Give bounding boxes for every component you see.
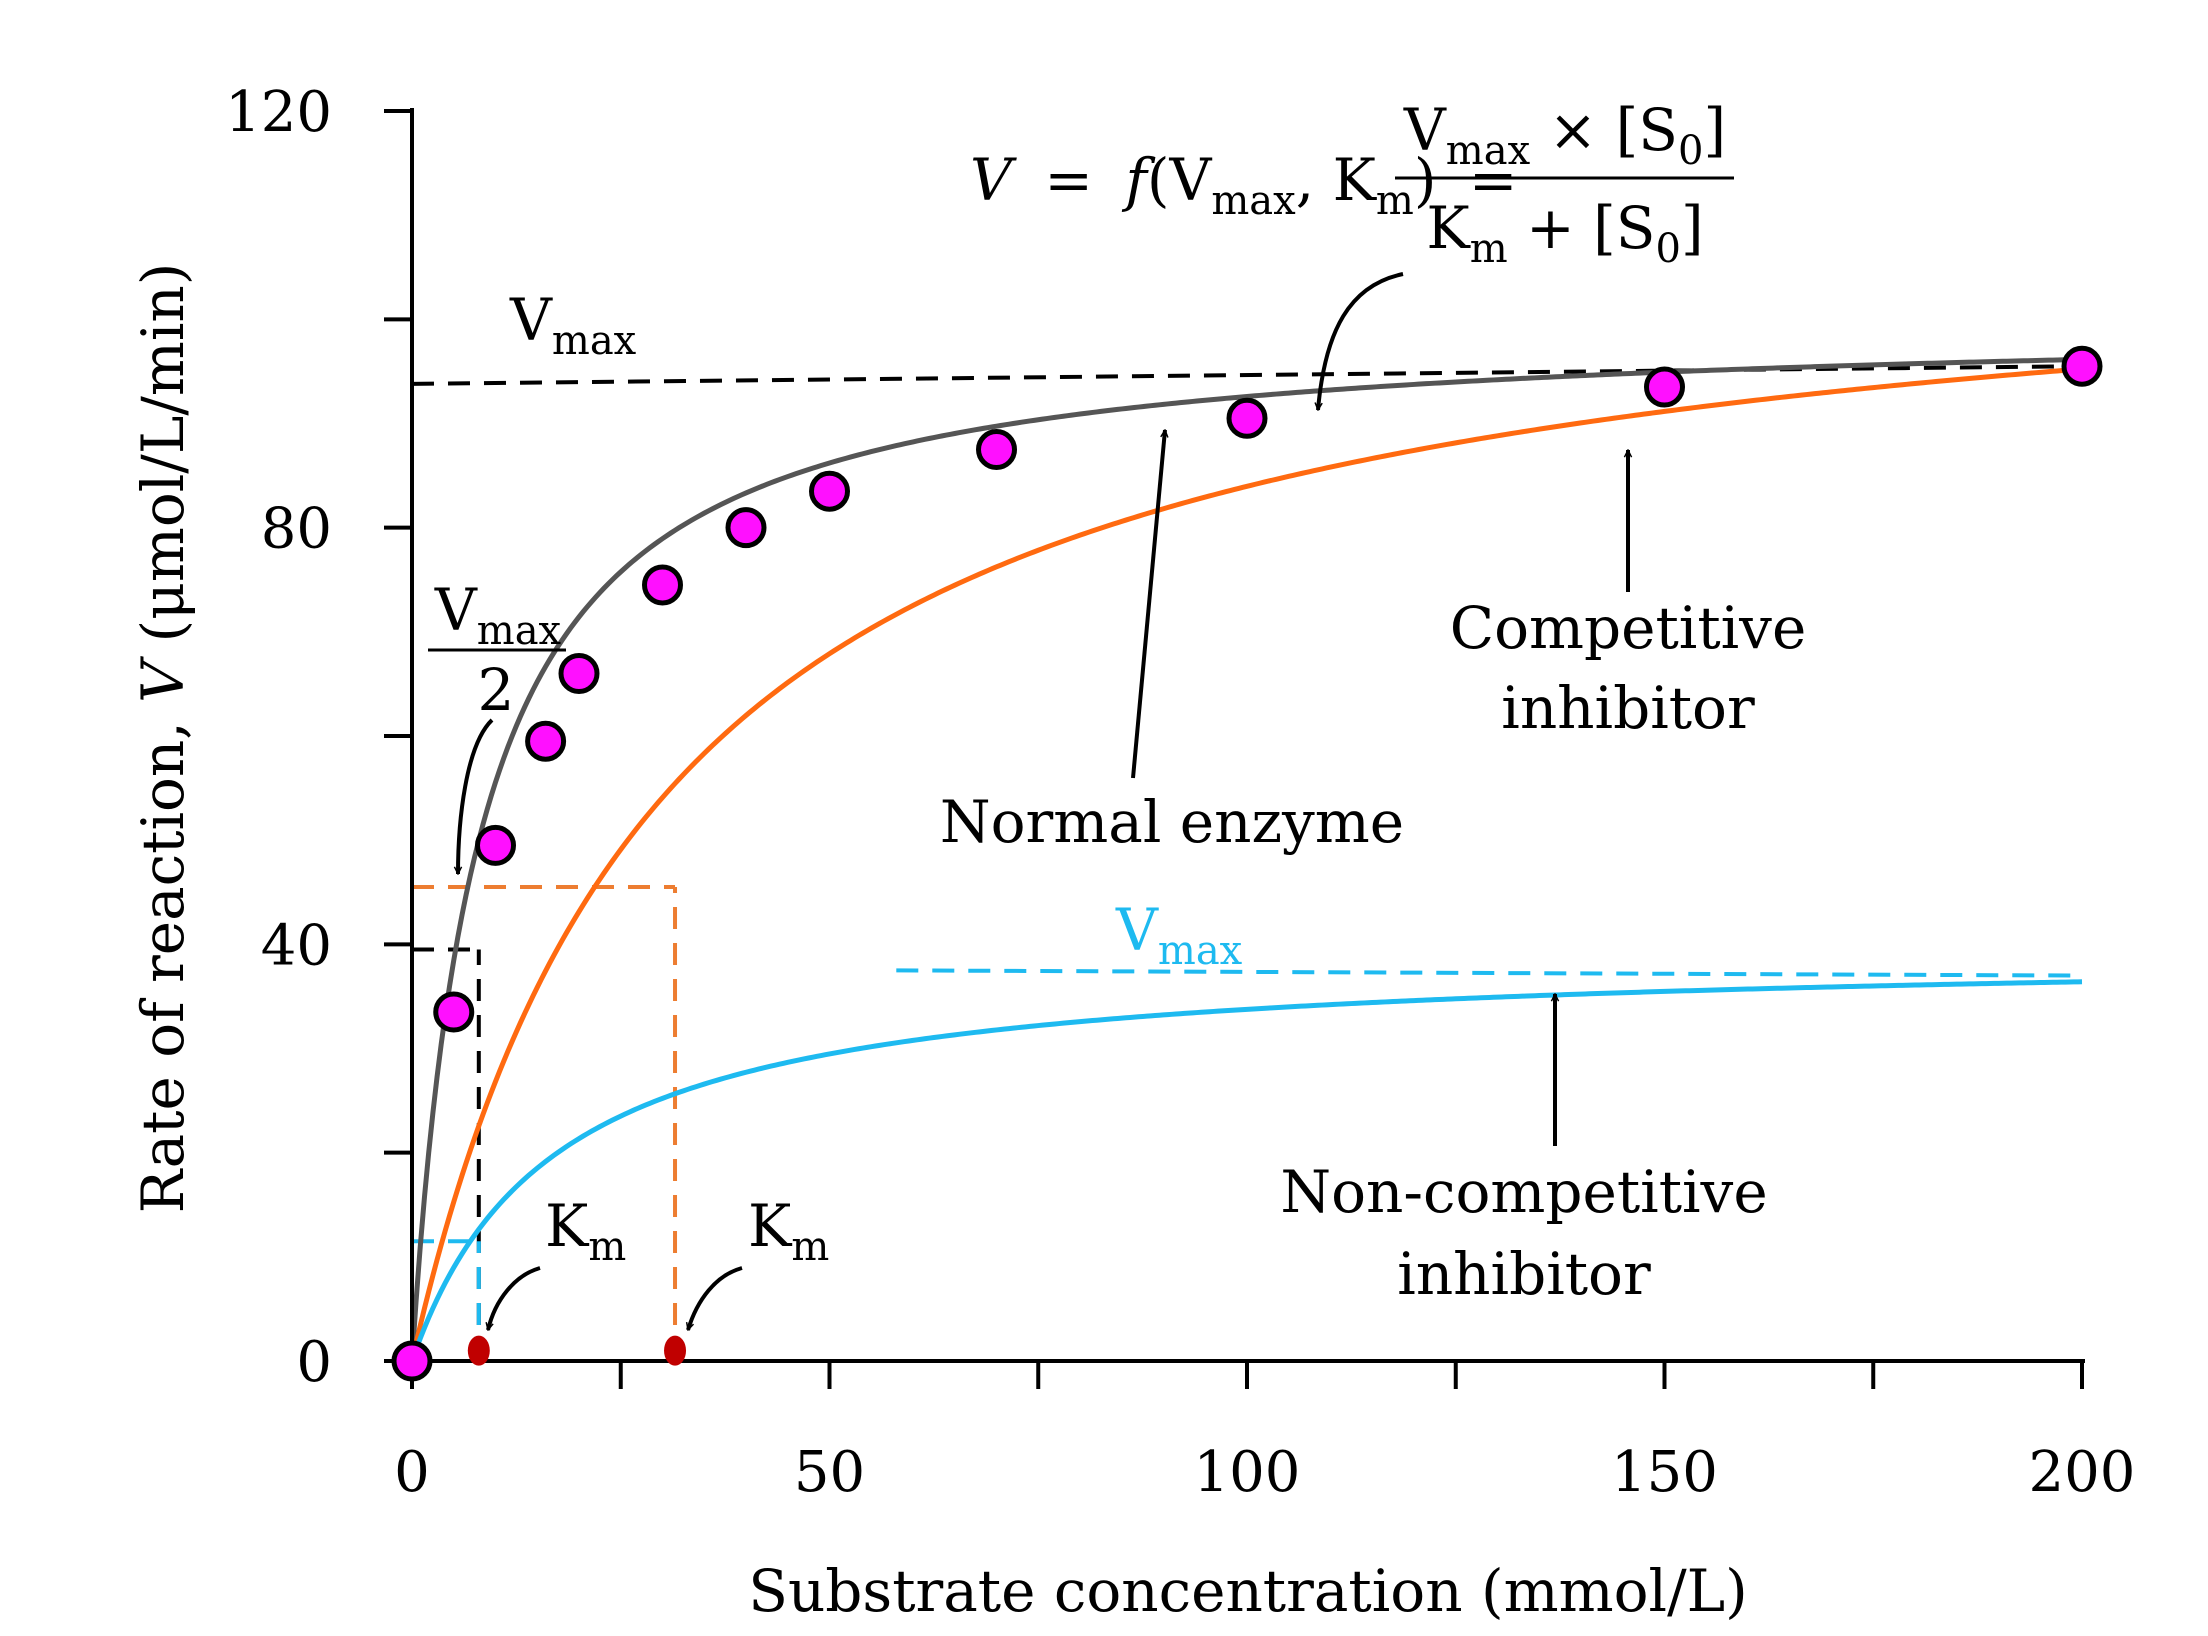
data-point-3 xyxy=(525,720,567,762)
equation-lhs: V = f(Vmax, Km) = xyxy=(970,146,1518,224)
axes xyxy=(410,108,2085,1363)
reference-line-1 xyxy=(896,968,2083,978)
km-label-2: Km xyxy=(748,1192,829,1270)
tick-labels: 0 50 100 150 200 0 40 80 120 xyxy=(225,80,2135,1505)
noncompetitive-label-line2: inhibitor xyxy=(1397,1240,1651,1308)
data-point-1 xyxy=(433,991,475,1033)
reference-line-0 xyxy=(411,364,2083,386)
axis-ticks xyxy=(384,109,2084,1389)
x-tick-label-200: 200 xyxy=(2029,1440,2136,1505)
data-point-9 xyxy=(1226,397,1268,439)
vmax-label: Vmax xyxy=(509,286,637,364)
data-point-2 xyxy=(475,824,516,866)
y-tick-label-40: 40 xyxy=(261,913,332,978)
y-tick-label-80: 80 xyxy=(261,497,332,562)
normal-enzyme-arrow xyxy=(1131,430,1165,779)
annotation-labels: Vmax Vmax Vmax 2 Km Km Normal enzyme Com… xyxy=(428,286,1806,1308)
data-point-6 xyxy=(725,507,767,549)
y-tick-label-0: 0 xyxy=(296,1330,332,1395)
vmax-half-denominator: 2 xyxy=(478,656,515,724)
equation-denominator: Km + [S0] xyxy=(1426,194,1703,272)
equation-arrow xyxy=(1318,272,1404,410)
x-tick-label-150: 150 xyxy=(1611,1440,1718,1505)
km-label-1: Km xyxy=(545,1192,626,1270)
data-point-10 xyxy=(1644,366,1685,408)
equation-numerator: Vmax × [S0] xyxy=(1403,96,1726,174)
annotation-arrows xyxy=(458,272,1628,1330)
data-point-8 xyxy=(976,429,1017,471)
y-axis-title: Rate of reaction, V (μmol/L/min) xyxy=(129,263,197,1214)
km-arrow-2 xyxy=(688,1266,743,1330)
x-tick-label-0: 0 xyxy=(394,1440,430,1505)
normal-enzyme-label: Normal enzyme xyxy=(940,788,1404,856)
km-marker-1 xyxy=(664,1335,687,1366)
measured-points xyxy=(391,345,2103,1382)
x-axis-title: Substrate concentration (mmol/L) xyxy=(748,1557,1748,1625)
data-point-11 xyxy=(2061,345,2103,387)
km-markers xyxy=(467,1335,687,1366)
y-axis-title-suffix: (μmol/L/min) xyxy=(129,263,197,661)
km-arrow-1 xyxy=(488,1266,541,1330)
competitive-label-line2: inhibitor xyxy=(1501,674,1755,742)
competitive-label-line1: Competitive xyxy=(1450,594,1807,662)
vmax-noncompetitive-label: Vmax xyxy=(1115,896,1243,974)
km-marker-0 xyxy=(467,1335,490,1366)
noncompetitive-label-line1: Non-competitive xyxy=(1280,1158,1767,1226)
data-point-7 xyxy=(809,470,850,512)
data-point-5 xyxy=(642,564,683,606)
x-tick-label-100: 100 xyxy=(1194,1440,1301,1505)
fitted-curves xyxy=(409,356,2083,1362)
data-point-4 xyxy=(558,653,600,694)
curve-non-competitive-inhibitor xyxy=(409,979,2083,1362)
vmax-half-numerator: Vmax xyxy=(434,576,562,654)
curve-normal-enzyme xyxy=(409,356,2083,1362)
equation: V = f(Vmax, Km) = Vmax × [S0] Km + [S0] xyxy=(970,96,1734,272)
data-point-0 xyxy=(391,1340,433,1382)
y-tick-label-120: 120 xyxy=(225,80,332,145)
y-axis-title-var: V xyxy=(129,656,197,703)
reference-lines xyxy=(411,364,2083,1361)
y-axis-title-prefix: Rate of reaction, xyxy=(129,703,197,1214)
x-tick-label-50: 50 xyxy=(794,1440,865,1505)
vmax-half-arrow xyxy=(458,718,494,874)
curve-competitive-inhibitor xyxy=(409,366,2083,1362)
